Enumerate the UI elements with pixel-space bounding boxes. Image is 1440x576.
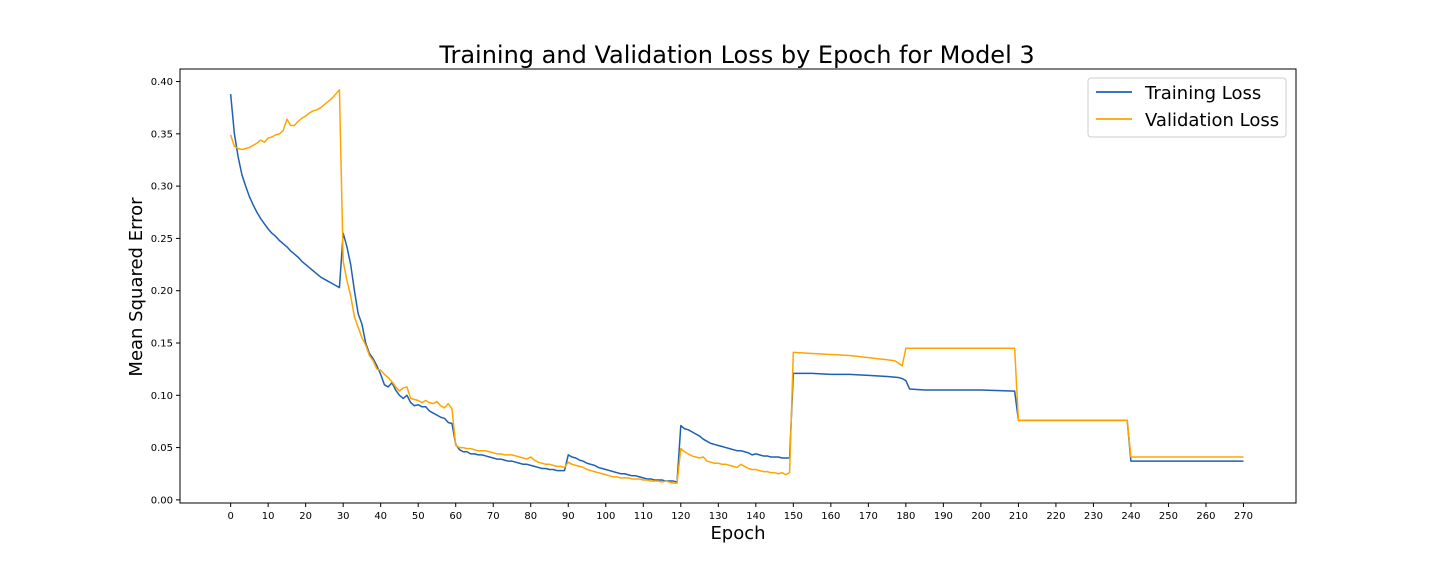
x-tick-label: 100 (596, 511, 615, 522)
x-tick-label: 130 (709, 511, 728, 522)
x-tick-label: 230 (1084, 511, 1103, 522)
x-tick-label: 70 (487, 511, 500, 522)
plot-area (179, 68, 1297, 504)
y-axis-label: Mean Squared Error (126, 197, 147, 377)
x-tick-label: 50 (412, 511, 425, 522)
x-tick-label: 90 (562, 511, 575, 522)
x-tick-label: 40 (374, 511, 387, 522)
x-tick-label: 190 (934, 511, 953, 522)
y-tick-label: 0.00 (151, 495, 173, 506)
x-tick-label: 140 (746, 511, 765, 522)
chart-title: Training and Validation Loss by Epoch fo… (438, 41, 1034, 69)
legend-frame (1087, 77, 1287, 138)
training-loss-line (229, 94, 1244, 483)
x-tick-label: 220 (1046, 511, 1065, 522)
y-axis: 0.00 0.05 0.10 0.15 0.20 0.25 0.30 0.35 0.40 (151, 77, 180, 506)
x-tick-label: 240 (1121, 511, 1140, 522)
y-tick-label: 0.40 (151, 77, 173, 88)
y-tick-label: 0.35 (151, 129, 173, 140)
y-tick-label: 0.30 (151, 182, 173, 193)
x-tick-label: 160 (821, 511, 840, 522)
legend-label-validation: Validation Loss (1145, 110, 1279, 131)
y-tick-label: 0.15 (151, 338, 173, 349)
x-tick-label: 0 (227, 511, 233, 522)
validation-loss-line (229, 89, 1244, 484)
y-tick-label: 0.20 (151, 286, 173, 297)
x-tick-label: 110 (634, 511, 653, 522)
x-tick-label: 10 (262, 511, 275, 522)
x-axis-label: Epoch (710, 523, 765, 544)
y-tick-label: 0.05 (151, 443, 173, 454)
x-tick-label: 170 (859, 511, 878, 522)
series-layer (229, 89, 1244, 484)
legend: Training Loss Validation Loss (1087, 77, 1287, 138)
x-tick-label: 120 (671, 511, 690, 522)
x-axis: 0 10 20 30 40 50 60 70 80 90 100 110 120 130 140 150 160… (227, 503, 1253, 522)
x-tick-label: 30 (337, 511, 350, 522)
x-tick-label: 80 (524, 511, 537, 522)
x-tick-label: 200 (971, 511, 990, 522)
x-tick-label: 270 (1234, 511, 1253, 522)
x-tick-label: 250 (1159, 511, 1178, 522)
y-tick-label: 0.25 (151, 234, 173, 245)
y-tick-label: 0.10 (151, 391, 173, 402)
axes-frame (179, 68, 1297, 504)
x-tick-label: 60 (449, 511, 462, 522)
x-tick-label: 210 (1009, 511, 1028, 522)
x-tick-label: 180 (896, 511, 915, 522)
legend-label-training: Training Loss (1144, 83, 1261, 104)
x-tick-label: 20 (299, 511, 312, 522)
x-tick-label: 260 (1196, 511, 1215, 522)
x-tick-label: 150 (784, 511, 803, 522)
